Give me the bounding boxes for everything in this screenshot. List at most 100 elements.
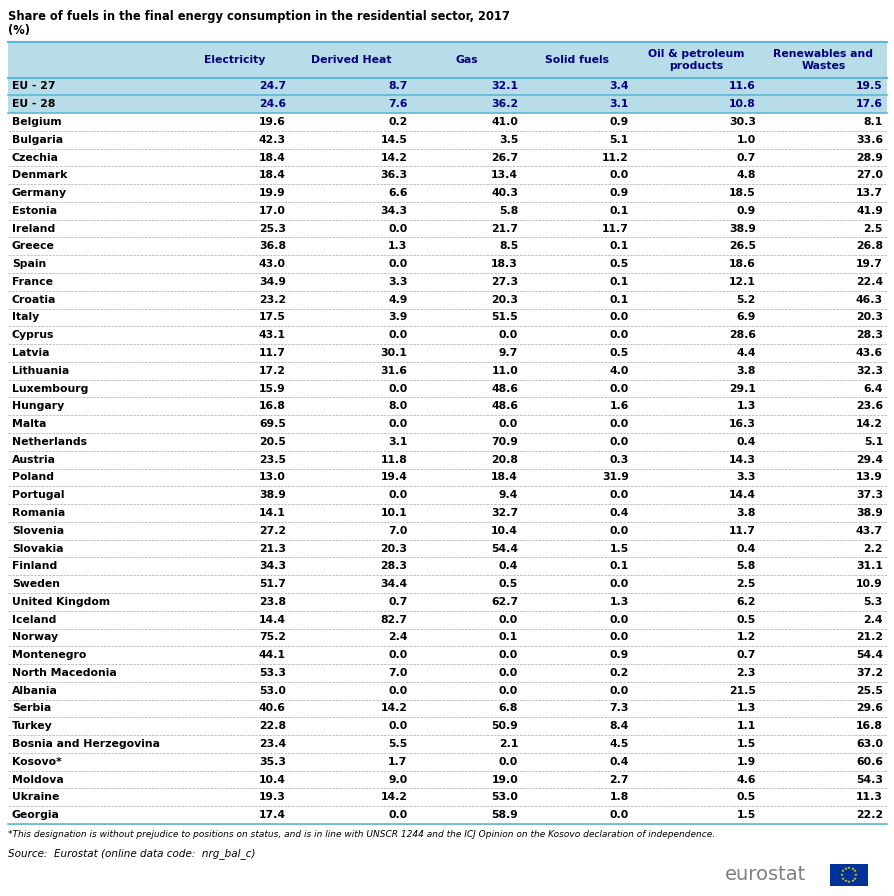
Text: Renewables and
Wastes: Renewables and Wastes	[772, 48, 873, 71]
Text: 3.9: 3.9	[388, 313, 407, 323]
Text: 18.4: 18.4	[491, 472, 518, 482]
Text: 22.8: 22.8	[258, 721, 285, 731]
Text: 75.2: 75.2	[258, 633, 285, 642]
Text: 3.5: 3.5	[498, 134, 518, 145]
Text: Norway: Norway	[12, 633, 58, 642]
Text: 2.5: 2.5	[863, 224, 882, 234]
Text: Cyprus: Cyprus	[12, 331, 55, 340]
Text: 0.1: 0.1	[609, 295, 628, 305]
Text: Austria: Austria	[12, 454, 56, 465]
Text: 38.9: 38.9	[728, 224, 755, 234]
Text: 1.3: 1.3	[609, 597, 628, 607]
Text: Bulgaria: Bulgaria	[12, 134, 63, 145]
Text: 12.1: 12.1	[728, 277, 755, 287]
Text: 0.0: 0.0	[609, 810, 628, 820]
Text: 42.3: 42.3	[258, 134, 285, 145]
Text: 0.2: 0.2	[388, 117, 407, 127]
Text: 0.9: 0.9	[609, 188, 628, 198]
Text: 1.3: 1.3	[736, 401, 755, 411]
Text: 27.3: 27.3	[491, 277, 518, 287]
Text: 0.5: 0.5	[736, 615, 755, 625]
Text: 3.1: 3.1	[609, 99, 628, 109]
Text: 18.4: 18.4	[258, 170, 285, 180]
Text: 20.5: 20.5	[258, 437, 285, 447]
Text: 7.6: 7.6	[388, 99, 407, 109]
Text: 0.1: 0.1	[609, 277, 628, 287]
Text: 44.1: 44.1	[258, 650, 285, 660]
Text: 1.1: 1.1	[736, 721, 755, 731]
Text: 16.8: 16.8	[258, 401, 285, 411]
Text: 0.0: 0.0	[388, 650, 407, 660]
Text: 54.3: 54.3	[855, 774, 882, 785]
Text: 37.2: 37.2	[855, 668, 882, 678]
Text: 34.9: 34.9	[258, 277, 285, 287]
Text: 5.1: 5.1	[609, 134, 628, 145]
Text: ★: ★	[843, 867, 847, 871]
Text: Turkey: Turkey	[12, 721, 53, 731]
Text: 3.4: 3.4	[609, 82, 628, 91]
Text: Estonia: Estonia	[12, 206, 57, 216]
Text: 1.5: 1.5	[609, 544, 628, 554]
Text: 19.9: 19.9	[259, 188, 285, 198]
Text: 53.0: 53.0	[491, 792, 518, 802]
Text: 28.3: 28.3	[380, 561, 407, 572]
Text: 27.2: 27.2	[258, 526, 285, 536]
Text: 9.0: 9.0	[388, 774, 407, 785]
Text: 0.0: 0.0	[498, 419, 518, 429]
Text: 19.6: 19.6	[258, 117, 285, 127]
Text: 43.0: 43.0	[258, 259, 285, 269]
Text: 8.7: 8.7	[388, 82, 407, 91]
Text: 32.3: 32.3	[855, 366, 882, 375]
Text: 0.0: 0.0	[498, 685, 518, 695]
Text: 0.0: 0.0	[498, 650, 518, 660]
Text: 33.6: 33.6	[855, 134, 882, 145]
Text: 19.5: 19.5	[856, 82, 882, 91]
Text: Serbia: Serbia	[12, 703, 51, 713]
Text: 0.0: 0.0	[609, 419, 628, 429]
Text: 0.0: 0.0	[609, 633, 628, 642]
Text: 82.7: 82.7	[380, 615, 407, 625]
Text: 2.5: 2.5	[736, 579, 755, 589]
Text: Slovenia: Slovenia	[12, 526, 64, 536]
Text: 17.5: 17.5	[258, 313, 285, 323]
Text: 9.4: 9.4	[498, 490, 518, 500]
Text: 1.7: 1.7	[388, 757, 407, 767]
Text: 8.0: 8.0	[388, 401, 407, 411]
Text: 32.1: 32.1	[491, 82, 518, 91]
Text: 11.7: 11.7	[728, 526, 755, 536]
Text: 13.7: 13.7	[855, 188, 882, 198]
Text: 0.0: 0.0	[609, 526, 628, 536]
Text: 19.3: 19.3	[258, 792, 285, 802]
Text: Kosovo*: Kosovo*	[12, 757, 62, 767]
Text: 4.5: 4.5	[609, 739, 628, 749]
Text: Slovakia: Slovakia	[12, 544, 63, 554]
Text: 0.0: 0.0	[498, 668, 518, 678]
Text: Spain: Spain	[12, 259, 46, 269]
Text: 43.7: 43.7	[855, 526, 882, 536]
Text: 34.3: 34.3	[380, 206, 407, 216]
Text: 24.6: 24.6	[258, 99, 285, 109]
Text: 0.4: 0.4	[498, 561, 518, 572]
Text: 0.0: 0.0	[609, 383, 628, 393]
Text: 2.4: 2.4	[388, 633, 407, 642]
Text: 14.3: 14.3	[728, 454, 755, 465]
Text: 2.1: 2.1	[498, 739, 518, 749]
Text: 17.4: 17.4	[258, 810, 285, 820]
Text: 40.6: 40.6	[258, 703, 285, 713]
Text: 34.4: 34.4	[380, 579, 407, 589]
Text: 48.6: 48.6	[491, 401, 518, 411]
Text: 43.6: 43.6	[855, 348, 882, 358]
Text: 0.9: 0.9	[609, 650, 628, 660]
Text: 19.4: 19.4	[380, 472, 407, 482]
Text: Albania: Albania	[12, 685, 58, 695]
Text: 7.0: 7.0	[388, 526, 407, 536]
Text: 54.4: 54.4	[491, 544, 518, 554]
Text: Source:  Eurostat (online data code:  nrg_bal_c): Source: Eurostat (online data code: nrg_…	[8, 848, 255, 859]
Text: 25.3: 25.3	[258, 224, 285, 234]
Text: ★: ★	[840, 876, 844, 881]
Text: 1.3: 1.3	[388, 241, 407, 252]
Text: 0.0: 0.0	[609, 331, 628, 340]
Text: 4.8: 4.8	[736, 170, 755, 180]
Text: 38.9: 38.9	[856, 508, 882, 518]
Text: 0.7: 0.7	[388, 597, 407, 607]
